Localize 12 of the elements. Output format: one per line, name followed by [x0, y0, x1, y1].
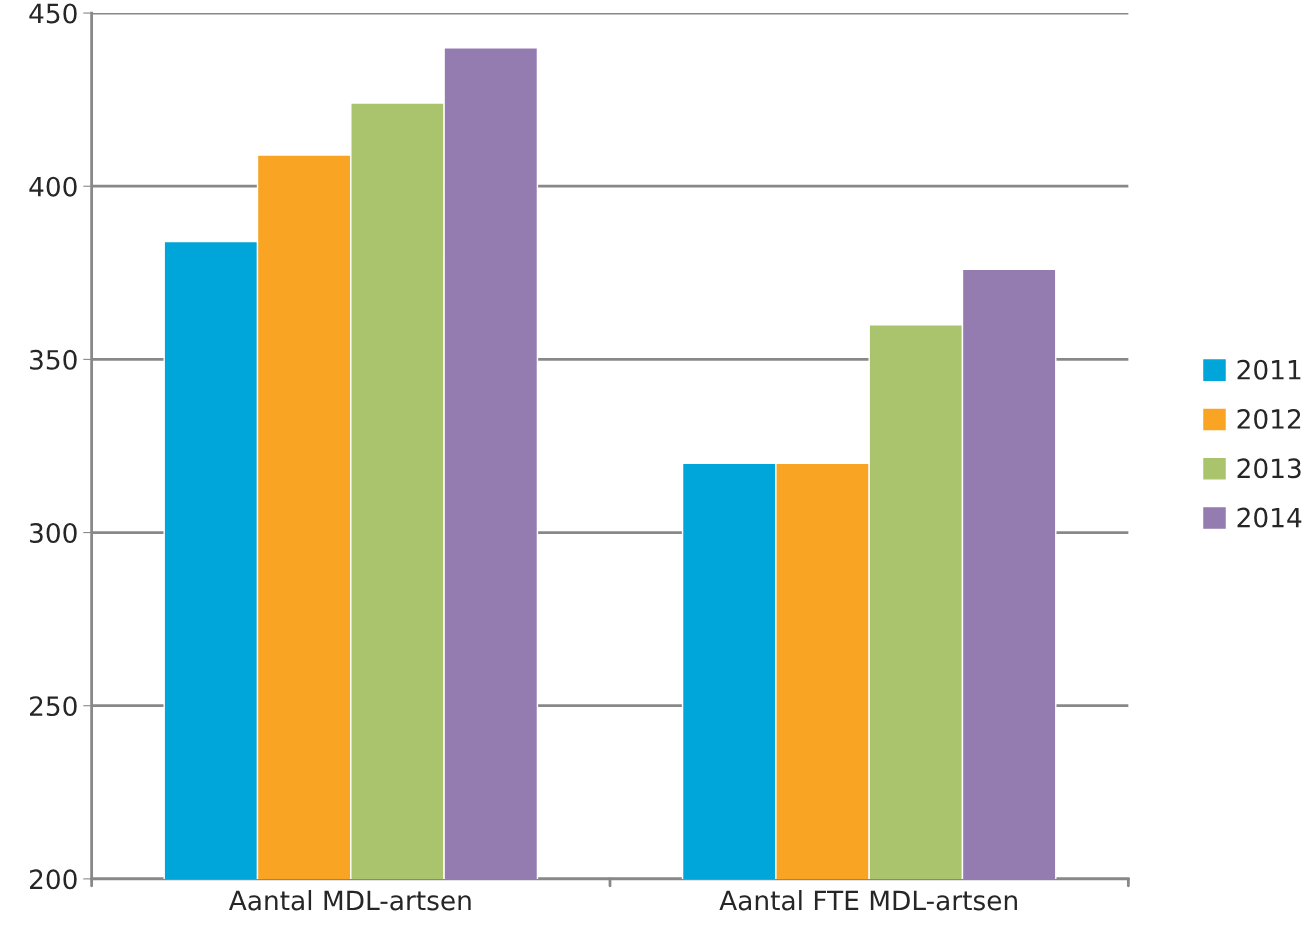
y-tick-label: 200	[30, 869, 77, 890]
y-tick-label: 450	[29, 3, 77, 24]
y-tick-label: 400	[29, 176, 77, 197]
legend-label: 2011	[1237, 359, 1301, 380]
x-tick-label: Aantal FTE MDL-artsen	[719, 890, 1017, 911]
legend-label: 2014	[1237, 507, 1302, 528]
y-tick-label: 350	[30, 349, 77, 370]
x-tick-label: Aantal MDL-artsen	[228, 890, 471, 911]
y-tick-label: 300	[30, 523, 77, 543]
y-tick-label: 250	[30, 696, 77, 717]
legend-label: 2012	[1237, 409, 1301, 429]
legend-label: 2013	[1237, 458, 1301, 479]
